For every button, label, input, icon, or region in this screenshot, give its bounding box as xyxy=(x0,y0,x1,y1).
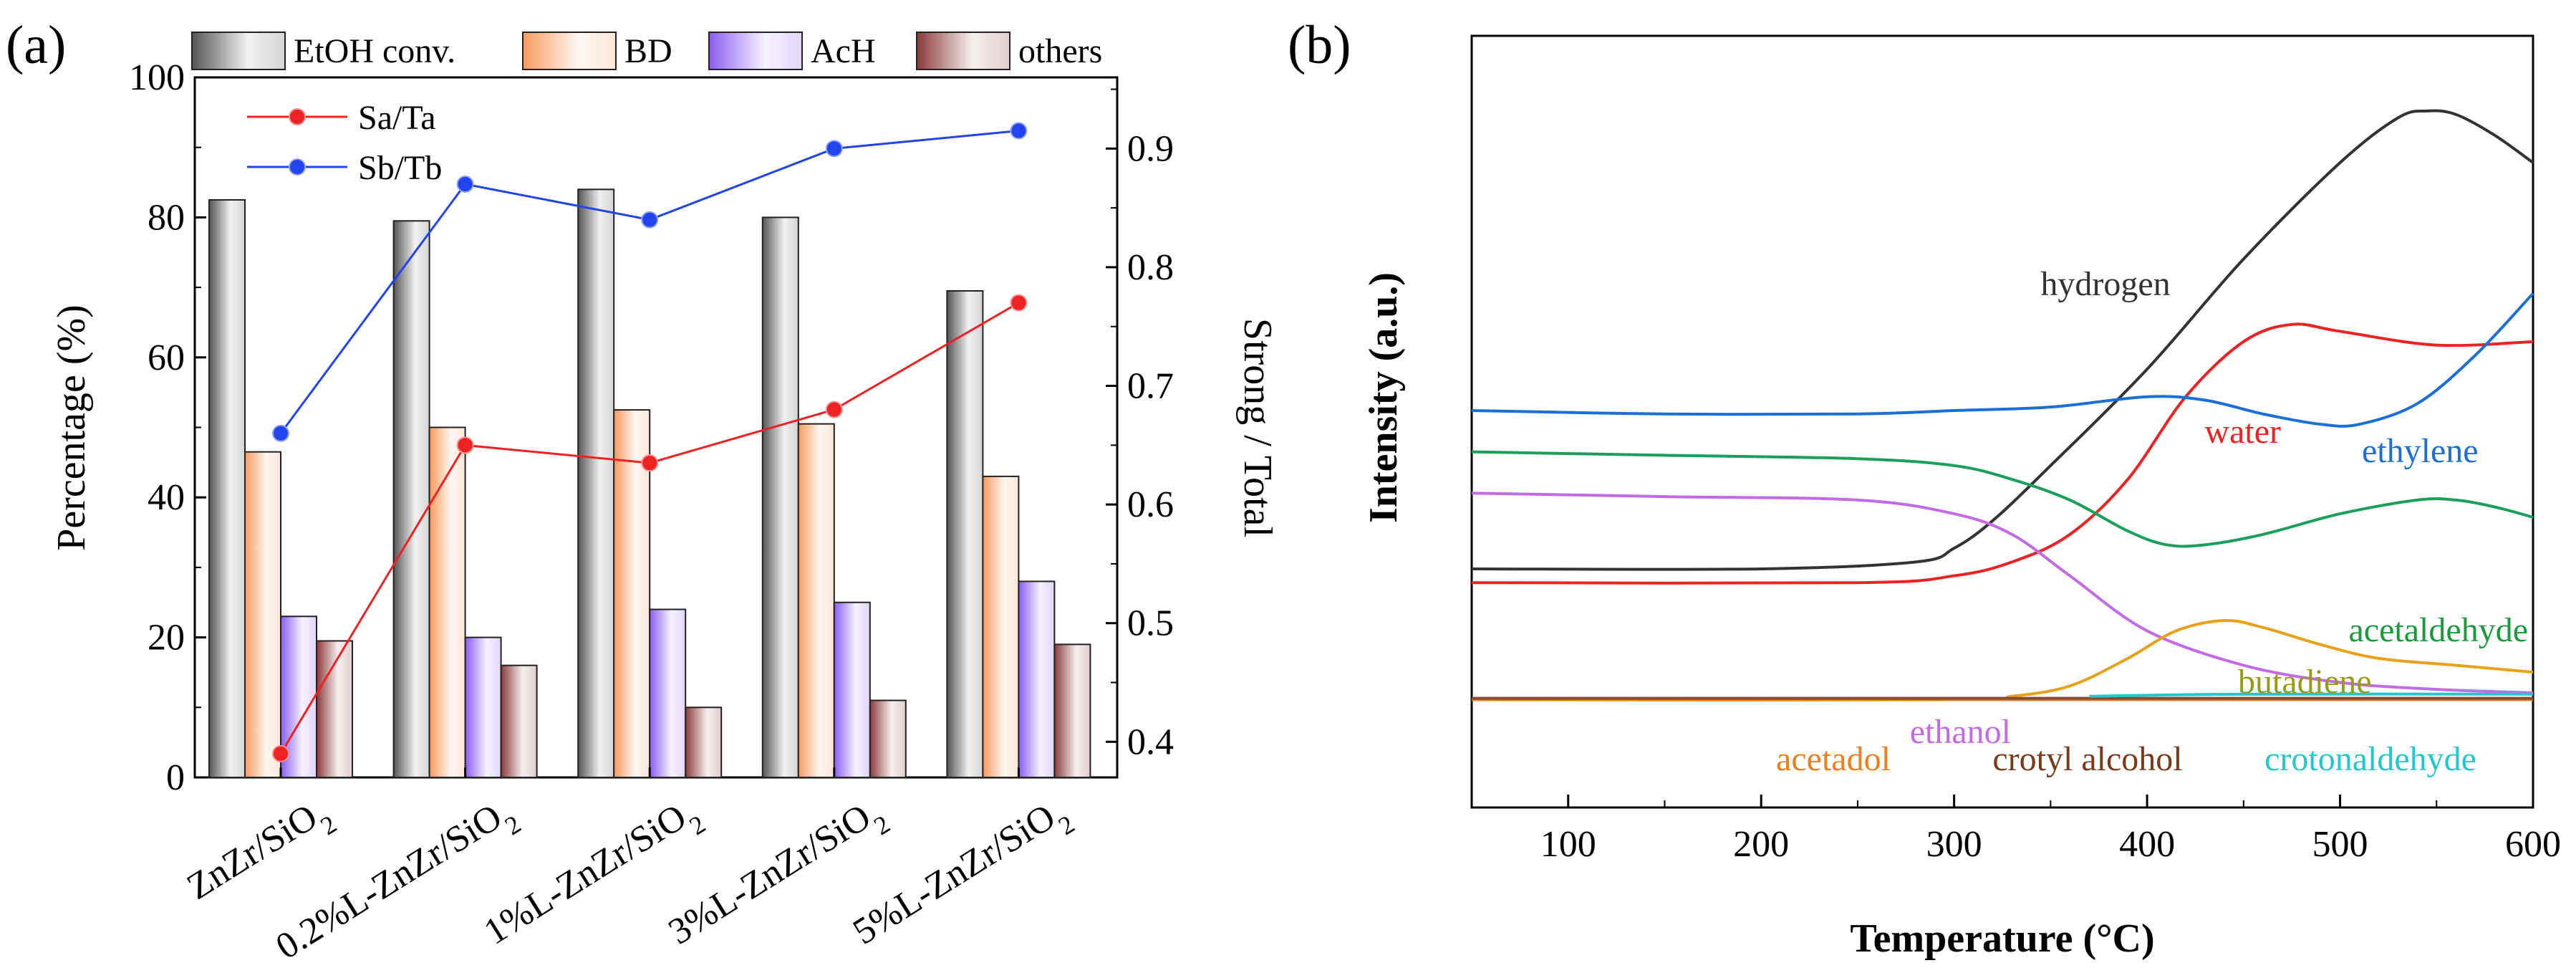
legend-swatch-1 xyxy=(522,32,617,70)
bar-bd-0 xyxy=(244,451,281,778)
legend-swatch-3 xyxy=(916,32,1010,70)
curve-label-acetadol: acetadol xyxy=(1776,740,1891,778)
point-sb-tb-4 xyxy=(1010,122,1028,140)
curve-label-crotyl-alcohol: crotyl alcohol xyxy=(1992,740,2182,778)
x-tick-label-b: 600 xyxy=(2505,824,2561,865)
bar-etoh-conv--3 xyxy=(761,216,799,778)
bar-bd-3 xyxy=(797,423,835,778)
curve-label-acetaldehyde: acetaldehyde xyxy=(2349,611,2529,649)
point-sb-tb-0 xyxy=(272,424,289,442)
bar-others-1 xyxy=(500,664,538,778)
bar-others-0 xyxy=(316,640,353,778)
y2-tick-label-a: 0.6 xyxy=(1127,484,1174,525)
y2-tick-label-a: 0.4 xyxy=(1127,722,1174,762)
y2-axis-title-a: Strong / Total xyxy=(1235,318,1280,537)
y-tick-label-a: 20 xyxy=(148,618,185,658)
legend-marker-1 xyxy=(289,158,306,176)
bar-etoh-conv--2 xyxy=(577,188,615,778)
bars-group xyxy=(208,188,1091,779)
x-tick-label-b: 100 xyxy=(1540,824,1596,865)
y2-tick-label-a: 0.5 xyxy=(1127,603,1174,644)
x-tick-label-b: 300 xyxy=(1926,824,1982,865)
curves-group xyxy=(1471,109,2534,701)
bar-etoh-conv--1 xyxy=(392,220,430,779)
bar-bd-2 xyxy=(613,409,651,778)
category-subscript: 2 xyxy=(869,810,894,840)
y2-tick-label-a: 0.9 xyxy=(1127,128,1174,169)
axis-ticks-b: 100 200 300 400 500 600 xyxy=(1540,795,2561,865)
bar-others-2 xyxy=(685,706,723,778)
legend-swatch-0 xyxy=(191,32,286,70)
bar-ach-2 xyxy=(649,608,687,779)
y2-tick-label-a: 0.7 xyxy=(1127,366,1174,407)
point-sa-ta-3 xyxy=(825,401,843,418)
category-label-0: ZnZr/SiO2 xyxy=(180,790,341,918)
legend-label-3: others xyxy=(1018,32,1102,70)
y-tick-label-a: 60 xyxy=(148,337,185,378)
curve-ethylene xyxy=(1471,292,2534,428)
ratio-lines-group xyxy=(272,122,1028,762)
panel-label-a: (a) xyxy=(6,15,66,75)
curve-hydrogen xyxy=(1471,109,2534,571)
legend-label-0: EtOH conv. xyxy=(294,32,455,70)
point-sa-ta-1 xyxy=(456,436,474,454)
curve-label-crotonaldehyde: crotonaldehyde xyxy=(2264,740,2476,778)
x-tick-label-b: 200 xyxy=(1733,824,1789,865)
bar-etoh-conv--4 xyxy=(946,289,984,778)
x-tick-label-b: 500 xyxy=(2312,824,2368,865)
plot-frame-b xyxy=(1470,34,2534,809)
y-tick-label-a: 0 xyxy=(166,757,185,798)
category-subscript: 2 xyxy=(315,810,341,840)
curve-label-hydrogen: hydrogen xyxy=(2040,265,2170,303)
bar-bd-4 xyxy=(982,475,1020,778)
x-axis-title-b: Temperature (°C) xyxy=(1850,916,2154,961)
category-subscript: 2 xyxy=(500,810,526,840)
curve-label-water: water xyxy=(2204,413,2281,451)
curve-label-ethanol: ethanol xyxy=(1910,713,2011,751)
panel-label-b: (b) xyxy=(1288,15,1351,75)
point-sa-ta-4 xyxy=(1010,294,1028,312)
category-subscript: 2 xyxy=(685,810,710,840)
curve-label-butadiene: butadiene xyxy=(2238,663,2372,701)
bar-bd-1 xyxy=(428,426,466,778)
curve-crotonaldehyde xyxy=(2089,692,2534,698)
bar-etoh-conv--0 xyxy=(208,198,246,779)
category-subscript: 2 xyxy=(1053,810,1079,840)
point-sb-tb-2 xyxy=(641,211,659,229)
y-tick-label-a: 40 xyxy=(148,477,185,518)
y-axis-title-a: Percentage (%) xyxy=(49,305,94,551)
bar-ach-3 xyxy=(833,601,871,778)
legend-a: EtOH conv. BD AcH others Sa/Ta Sb/Tb xyxy=(191,32,1102,187)
legend-swatch-2 xyxy=(708,32,803,70)
x-tick-label-b: 400 xyxy=(2119,824,2175,865)
point-sa-ta-0 xyxy=(272,744,289,762)
curve-labels: hydrogen water ethylene acetaldehyde ethanol… xyxy=(1776,265,2528,778)
bar-others-3 xyxy=(869,699,907,779)
legend-line-label-0: Sa/Ta xyxy=(358,99,436,137)
point-sa-ta-2 xyxy=(641,454,659,472)
legend-marker-0 xyxy=(289,108,306,125)
legend-label-1: BD xyxy=(624,32,672,70)
y-tick-label-a: 80 xyxy=(148,197,185,238)
bar-ach-1 xyxy=(464,636,502,778)
y2-tick-label-a: 0.8 xyxy=(1127,247,1174,288)
legend-line-label-1: Sb/Tb xyxy=(358,149,442,187)
point-sb-tb-3 xyxy=(825,140,843,158)
y-tick-label-a: 100 xyxy=(129,57,185,98)
curve-label-ethylene: ethylene xyxy=(2362,432,2479,470)
bar-ach-4 xyxy=(1018,580,1056,778)
curve-water xyxy=(1471,322,2534,585)
point-sb-tb-1 xyxy=(456,176,474,193)
legend-label-2: AcH xyxy=(811,32,876,70)
y-axis-title-b: Intensity (a.u.) xyxy=(1361,272,1406,523)
curve-ethanol xyxy=(1471,492,2534,694)
bar-others-4 xyxy=(1053,643,1091,778)
curve-acetaldehyde xyxy=(1471,450,2534,548)
